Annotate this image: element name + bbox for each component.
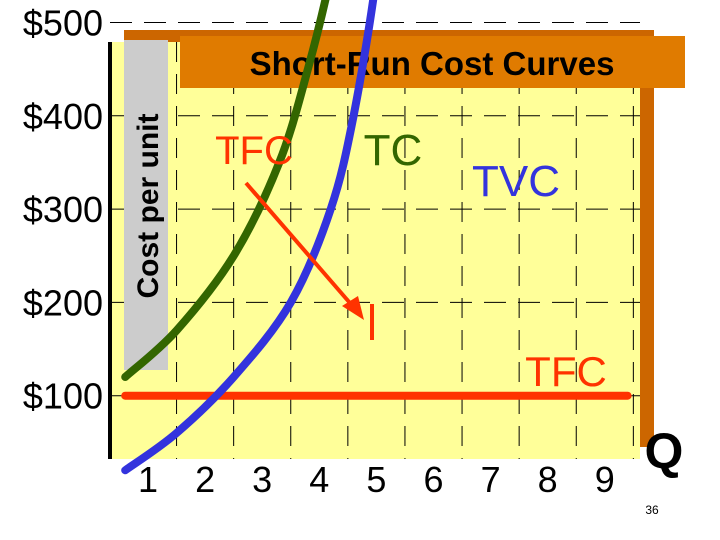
- x-tick-label: 7: [481, 459, 501, 500]
- y-tick-labels: $100$200$300$400$500$600$700$800: [23, 3, 103, 417]
- title-box: [180, 36, 685, 88]
- x-tick-label: 1: [138, 459, 158, 500]
- y-label-strip: [124, 40, 168, 370]
- y-tick-label: $100: [23, 376, 103, 417]
- y-axis-label: Cost per unit: [132, 113, 165, 298]
- x-tick-label: 6: [423, 459, 443, 500]
- slide-number: 36: [645, 503, 659, 517]
- y-tick-label: $500: [23, 3, 103, 44]
- x-tick-label: 9: [595, 459, 615, 500]
- grid-vertical: [176, 42, 634, 459]
- annotation-tc: TC: [364, 126, 423, 175]
- annotation-tfc-arrow: TFC: [215, 129, 293, 173]
- series-layer: [121, 0, 632, 475]
- x-tick-label: 5: [366, 459, 386, 500]
- x-tick-label: 2: [195, 459, 215, 500]
- annotation-tvc: TVC: [472, 157, 560, 206]
- x-tick-label: 4: [309, 459, 329, 500]
- plot-area: [110, 42, 640, 459]
- y-tick-label: $400: [23, 96, 103, 137]
- series-line-tc: [121, 0, 330, 381]
- x-tick-label: 8: [538, 459, 558, 500]
- tfc-arrow-head: [342, 296, 364, 320]
- y-tick-label: $300: [23, 189, 103, 230]
- annotation-tfc-line: TFC: [525, 348, 607, 395]
- tfc-arrow-shaft: [244, 181, 358, 312]
- x-tick-label: 3: [252, 459, 272, 500]
- series-line-tvc: [121, 0, 378, 475]
- x-axis-label: Q: [645, 423, 684, 479]
- y-tick-label: $200: [23, 282, 103, 323]
